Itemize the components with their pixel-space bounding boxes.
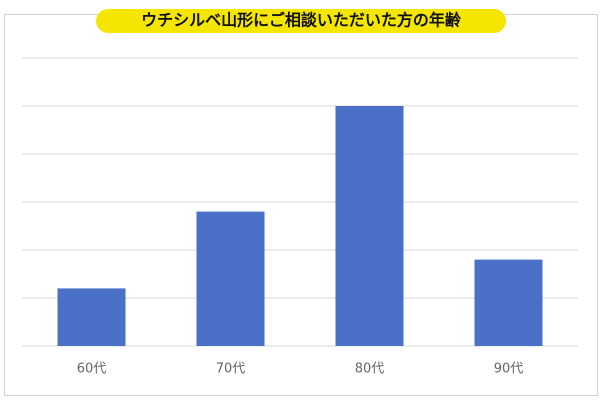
- x-tick-label: 60代: [77, 362, 107, 377]
- bar: [57, 288, 126, 346]
- bar: [474, 259, 543, 346]
- x-tick-label: 90代: [494, 362, 524, 377]
- bar: [335, 106, 404, 346]
- x-tick-label: 80代: [355, 362, 385, 377]
- title-highlight: [96, 9, 506, 33]
- chart-title: ウチシルベ山形にご相談いただいた方の年齢: [141, 11, 462, 30]
- bar: [196, 211, 265, 346]
- x-tick-label: 70代: [216, 362, 246, 377]
